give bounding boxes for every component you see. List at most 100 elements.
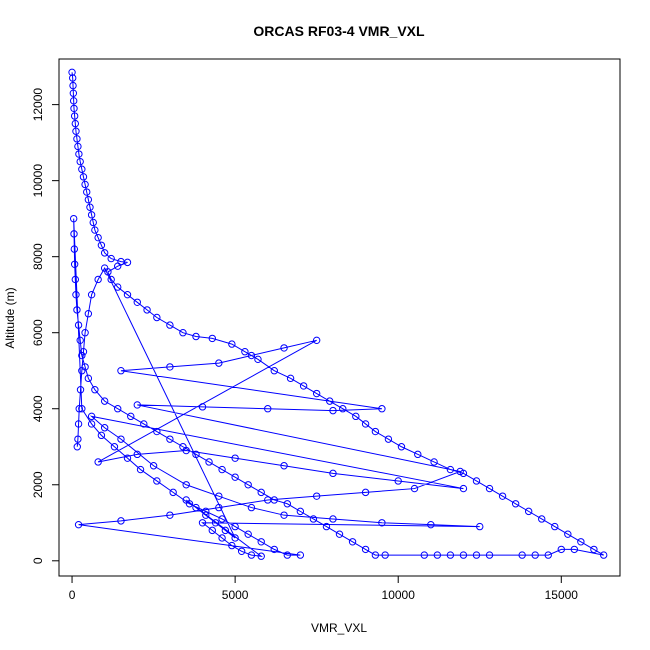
data-point	[100, 397, 109, 405]
data-point	[192, 450, 200, 459]
data-point	[87, 211, 96, 219]
data-point	[397, 443, 406, 451]
data-point	[329, 406, 337, 415]
y-tick-label: 8000	[31, 243, 45, 270]
data-point	[361, 420, 370, 428]
data-point	[577, 538, 585, 546]
x-axis-label: VMR_VXL	[311, 621, 367, 635]
data-point	[459, 484, 468, 493]
data-point	[127, 412, 135, 421]
data-point	[100, 249, 109, 257]
data-point	[296, 507, 305, 516]
data-point	[123, 290, 132, 299]
data-point	[348, 538, 357, 546]
data-point	[381, 551, 389, 559]
data-point	[371, 427, 380, 436]
data-point	[114, 283, 122, 291]
data-point	[73, 443, 81, 451]
data-point	[378, 405, 386, 413]
data-point	[312, 492, 321, 500]
data-point	[570, 545, 579, 554]
data-point	[73, 306, 81, 314]
series-polyline	[71, 72, 604, 557]
data-point	[182, 481, 190, 489]
data-point	[87, 290, 96, 299]
data-point	[257, 488, 265, 497]
x-tick-label: 15000	[545, 588, 579, 602]
data-point	[518, 551, 526, 559]
data-point	[524, 507, 533, 516]
data-point	[361, 545, 370, 554]
data-point	[76, 386, 85, 394]
data-point	[218, 465, 226, 474]
data-point	[538, 515, 546, 523]
data-point	[244, 530, 252, 538]
data-point	[78, 405, 86, 413]
data-point	[71, 275, 80, 284]
data-point	[81, 329, 89, 337]
data-point	[86, 203, 94, 211]
data-point	[74, 420, 83, 428]
data-point	[84, 374, 93, 383]
data-point	[76, 336, 84, 345]
data-point	[410, 484, 419, 493]
data-point	[97, 431, 106, 440]
data-point	[166, 363, 174, 371]
data-point	[378, 519, 386, 527]
data-point	[73, 135, 81, 143]
data-point	[70, 260, 79, 268]
data-point	[384, 435, 393, 443]
data-point	[312, 389, 321, 398]
data-point	[485, 484, 494, 493]
data-point	[70, 245, 79, 253]
data-point	[136, 465, 145, 474]
data-point	[123, 454, 132, 462]
data-point	[335, 530, 344, 538]
data-point	[87, 412, 96, 421]
data-point	[153, 313, 161, 322]
data-point	[78, 165, 86, 173]
data-point	[133, 298, 141, 306]
data-point	[114, 405, 122, 413]
y-tick-label: 6000	[31, 319, 45, 346]
data-point	[94, 458, 102, 466]
data-point	[270, 545, 278, 554]
data-point	[179, 329, 187, 337]
data-point	[114, 262, 122, 270]
data-point	[394, 477, 402, 485]
data-point	[498, 492, 507, 500]
data-point	[551, 522, 559, 531]
data-point	[420, 551, 429, 559]
data-point	[221, 526, 230, 535]
data-point	[446, 551, 455, 559]
data-point	[283, 500, 292, 508]
data-point	[133, 401, 141, 409]
x-tick-label: 10000	[382, 588, 416, 602]
data-point	[264, 405, 272, 413]
y-axis: 0 2000 4000 6000 8000 10000 12000	[31, 88, 60, 564]
data-point	[166, 435, 174, 443]
data-point	[69, 89, 78, 97]
data-point	[241, 348, 249, 356]
data-point	[143, 306, 151, 314]
data-point	[84, 309, 93, 318]
data-point	[75, 150, 83, 158]
data-point	[531, 551, 539, 559]
data-point	[166, 511, 174, 519]
data-point	[70, 104, 78, 113]
data-point	[123, 258, 132, 267]
data-point	[472, 477, 481, 485]
data-point	[192, 332, 200, 341]
data-point	[476, 522, 484, 531]
data-point	[69, 214, 78, 223]
series-line	[71, 72, 604, 557]
data-point	[110, 443, 119, 451]
data-point	[91, 386, 99, 394]
data-point	[371, 551, 380, 559]
data-point	[231, 522, 239, 531]
data-point	[228, 340, 236, 348]
data-point	[456, 467, 464, 476]
data-point	[68, 68, 76, 77]
